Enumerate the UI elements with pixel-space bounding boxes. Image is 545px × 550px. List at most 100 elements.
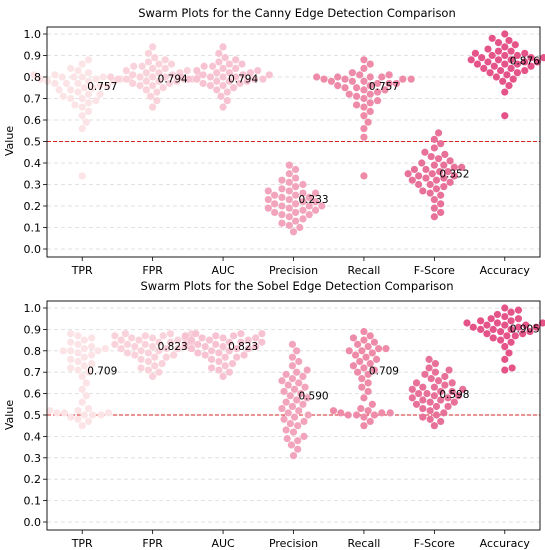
canny-x-ticks: TPR FPR AUC Precision Recall F-Score Accuracy <box>71 257 530 277</box>
swarm-point <box>162 353 170 361</box>
swarm-point <box>215 357 223 366</box>
swarm-point <box>432 176 441 184</box>
swarm-point <box>431 360 440 368</box>
swarm-point <box>158 360 166 368</box>
swarm-point <box>55 86 63 94</box>
swarm-point <box>304 411 312 419</box>
swarm-point <box>345 90 353 98</box>
swarm-point <box>445 366 453 374</box>
swarm-point <box>527 62 535 70</box>
swarm-point <box>155 368 163 376</box>
swarm-point <box>490 62 498 70</box>
swarm-point <box>446 178 454 186</box>
swarm-point <box>434 129 443 137</box>
swarm-point <box>208 62 217 70</box>
mean-label: 0.709 <box>87 365 117 377</box>
swarm-point <box>187 345 196 353</box>
swarm-point <box>78 103 86 111</box>
swarm-point <box>493 319 502 327</box>
x-tick-label: TPR <box>71 537 93 550</box>
swarm-point <box>101 345 109 353</box>
swarm-point <box>430 422 438 430</box>
swarm-point <box>149 43 157 51</box>
swarm-point <box>381 86 389 94</box>
swarm-point <box>503 71 511 79</box>
swarm-point <box>184 75 193 83</box>
swarm-point <box>419 383 427 391</box>
swarm-point <box>487 315 495 323</box>
swarm-point <box>368 349 376 357</box>
swarm-point <box>213 77 221 85</box>
x-tick-label: Accuracy <box>480 537 531 550</box>
swarm-point <box>415 180 423 189</box>
swarm-point <box>153 88 161 96</box>
swarm-point <box>434 155 443 163</box>
swarm-point <box>142 69 150 77</box>
swarm-point <box>507 317 515 325</box>
swarm-point <box>501 30 509 38</box>
swarm-point <box>84 90 93 98</box>
swarm-point <box>232 64 240 72</box>
swarm-point <box>360 327 368 336</box>
swarm-point <box>239 71 247 79</box>
swarm-point <box>284 381 292 389</box>
swarm-point <box>271 200 279 208</box>
swarm-point <box>360 133 368 141</box>
swarm-point <box>501 112 509 120</box>
swarm-point <box>352 92 361 100</box>
swarm-point <box>385 79 393 88</box>
swarm-point <box>107 73 115 81</box>
swarm-point <box>360 172 368 180</box>
swarm-point <box>299 215 307 223</box>
swarm-point <box>508 364 516 372</box>
swarm-point <box>165 79 174 88</box>
swarm-point <box>432 185 441 193</box>
y-tick-label: 0.2 <box>24 473 42 486</box>
swarm-point <box>410 165 419 174</box>
swarm-point <box>168 71 177 79</box>
swarm-point <box>181 340 189 348</box>
swarm-point <box>311 198 320 206</box>
swarm-point <box>288 362 297 370</box>
swarm-point <box>348 77 356 85</box>
swarm-point <box>74 357 82 366</box>
swarm-point <box>78 94 86 103</box>
swarm-point <box>149 73 157 81</box>
swarm-point <box>408 385 416 393</box>
y-tick-label: 0.9 <box>24 323 42 336</box>
swarm-point <box>278 202 286 210</box>
swarm-point <box>422 165 430 174</box>
mean-label: 0.352 <box>439 168 469 180</box>
swarm-point <box>219 342 227 351</box>
swarm-point <box>494 47 503 55</box>
swarm-point <box>74 340 82 348</box>
swarm-point <box>356 71 364 79</box>
swarm-point <box>84 417 93 426</box>
swarm-point <box>278 377 286 385</box>
swarm-point <box>364 387 372 396</box>
swarm-point <box>540 54 545 62</box>
swarm-point <box>254 66 262 75</box>
swarm-point <box>136 82 144 90</box>
swarm-point <box>494 39 503 47</box>
swarm-point <box>67 86 75 94</box>
swarm-point <box>166 338 175 346</box>
swarm-point <box>521 58 529 66</box>
swarm-point <box>233 345 241 353</box>
swarm-point <box>399 75 407 83</box>
swarm-point <box>370 338 379 346</box>
swarm-point <box>131 351 139 359</box>
swarm-point <box>454 392 463 400</box>
swarm-point <box>303 394 311 402</box>
swarm-point <box>507 325 515 333</box>
swarm-point <box>313 73 321 81</box>
swarm-point <box>370 366 379 374</box>
swarm-point <box>533 58 541 66</box>
swarm-point <box>144 58 153 66</box>
swarm-point <box>360 336 368 344</box>
swarm-point <box>43 77 52 85</box>
swarm-point <box>294 437 302 445</box>
swarm-point <box>513 60 521 68</box>
swarm-point <box>419 404 427 413</box>
swarm-point <box>155 77 163 85</box>
